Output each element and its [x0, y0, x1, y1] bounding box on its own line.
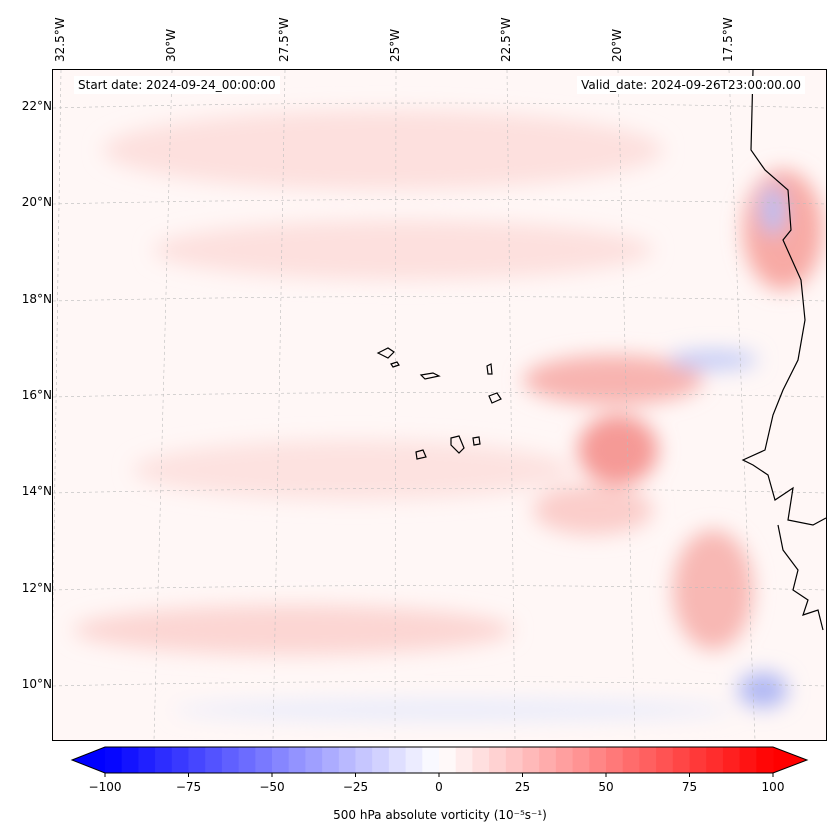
valid-date-label: Valid_date: 2024-09-26T23:00:00.00	[577, 76, 805, 94]
colorbar-band	[706, 747, 724, 773]
colorbar-band	[221, 747, 240, 773]
colorbar-tick-label: 25	[514, 780, 531, 794]
colorbar-tick-label: −25	[342, 780, 369, 794]
colorbar-band	[756, 747, 774, 773]
lat-label: 10°N	[21, 677, 52, 691]
colorbar-band	[539, 747, 557, 773]
colorbar-band	[722, 747, 741, 773]
colorbar-tick-label: 75	[681, 780, 698, 794]
colorbar-band	[305, 747, 323, 773]
colorbar-band	[405, 747, 423, 773]
colorbar-band	[739, 747, 757, 773]
vorticity-contours	[73, 110, 823, 720]
lon-label: 32.5°W	[53, 17, 67, 62]
lon-label: 17.5°W	[721, 17, 735, 62]
map-field	[53, 70, 826, 740]
colorbar-band	[522, 747, 540, 773]
colorbar-band	[155, 747, 173, 773]
colorbar-band	[138, 747, 156, 773]
colorbar-band	[589, 747, 607, 773]
colorbar-extend-high	[773, 747, 807, 773]
colorbar-band	[322, 747, 340, 773]
colorbar-band	[355, 747, 373, 773]
coastline	[376, 70, 826, 631]
lat-label: 12°N	[21, 581, 52, 595]
colorbar-tick-label: 100	[761, 780, 785, 794]
colorbar-extend-low	[72, 747, 105, 773]
colorbar-band	[505, 747, 523, 773]
colorbar-band	[288, 747, 306, 773]
colorbar-band	[422, 747, 440, 773]
colorbar-band	[372, 747, 390, 773]
colorbar-band	[606, 747, 624, 773]
colorbar-band	[121, 747, 139, 773]
colorbar-band	[272, 747, 290, 773]
colorbar-band	[455, 747, 473, 773]
colorbar-band	[255, 747, 273, 773]
lon-label: 27.5°W	[277, 17, 291, 62]
colorbar-label: 500 hPa absolute vorticity (10⁻⁵s⁻¹)	[333, 808, 547, 822]
colorbar-tick-label: 50	[598, 780, 614, 794]
colorbar	[70, 746, 809, 777]
colorbar-band	[238, 747, 256, 773]
colorbar-tick-label: −100	[88, 780, 122, 794]
colorbar-band	[656, 747, 674, 773]
start-date-label: Start date: 2024-09-24_00:00:00	[74, 76, 280, 94]
vorticity-map	[52, 69, 827, 741]
lat-label: 14°N	[21, 484, 52, 498]
colorbar-band	[689, 747, 707, 773]
colorbar-tick-label: −50	[259, 780, 285, 794]
colorbar-band	[105, 747, 123, 773]
colorbar-tick-label: −75	[175, 780, 202, 794]
colorbar-tick-label: 0	[435, 780, 443, 794]
colorbar-band	[188, 747, 206, 773]
lon-label: 25°W	[388, 28, 402, 62]
lat-label: 20°N	[21, 195, 52, 209]
lon-label: 20°W	[610, 28, 624, 62]
lat-label: 22°N	[21, 99, 52, 113]
colorbar-band	[572, 747, 590, 773]
colorbar-band	[622, 747, 640, 773]
colorbar-band	[338, 747, 356, 773]
colorbar-band	[555, 747, 574, 773]
lon-label: 22.5°W	[499, 17, 513, 62]
colorbar-band	[639, 747, 657, 773]
colorbar-band	[171, 747, 189, 773]
colorbar-band	[672, 747, 690, 773]
lon-label: 30°W	[164, 28, 178, 62]
colorbar-band	[388, 747, 407, 773]
colorbar-band	[472, 747, 490, 773]
graticule	[53, 70, 826, 740]
colorbar-band	[205, 747, 223, 773]
colorbar-band	[439, 747, 457, 773]
lat-label: 18°N	[21, 292, 52, 306]
lat-label: 16°N	[21, 388, 52, 402]
colorbar-band	[489, 747, 507, 773]
